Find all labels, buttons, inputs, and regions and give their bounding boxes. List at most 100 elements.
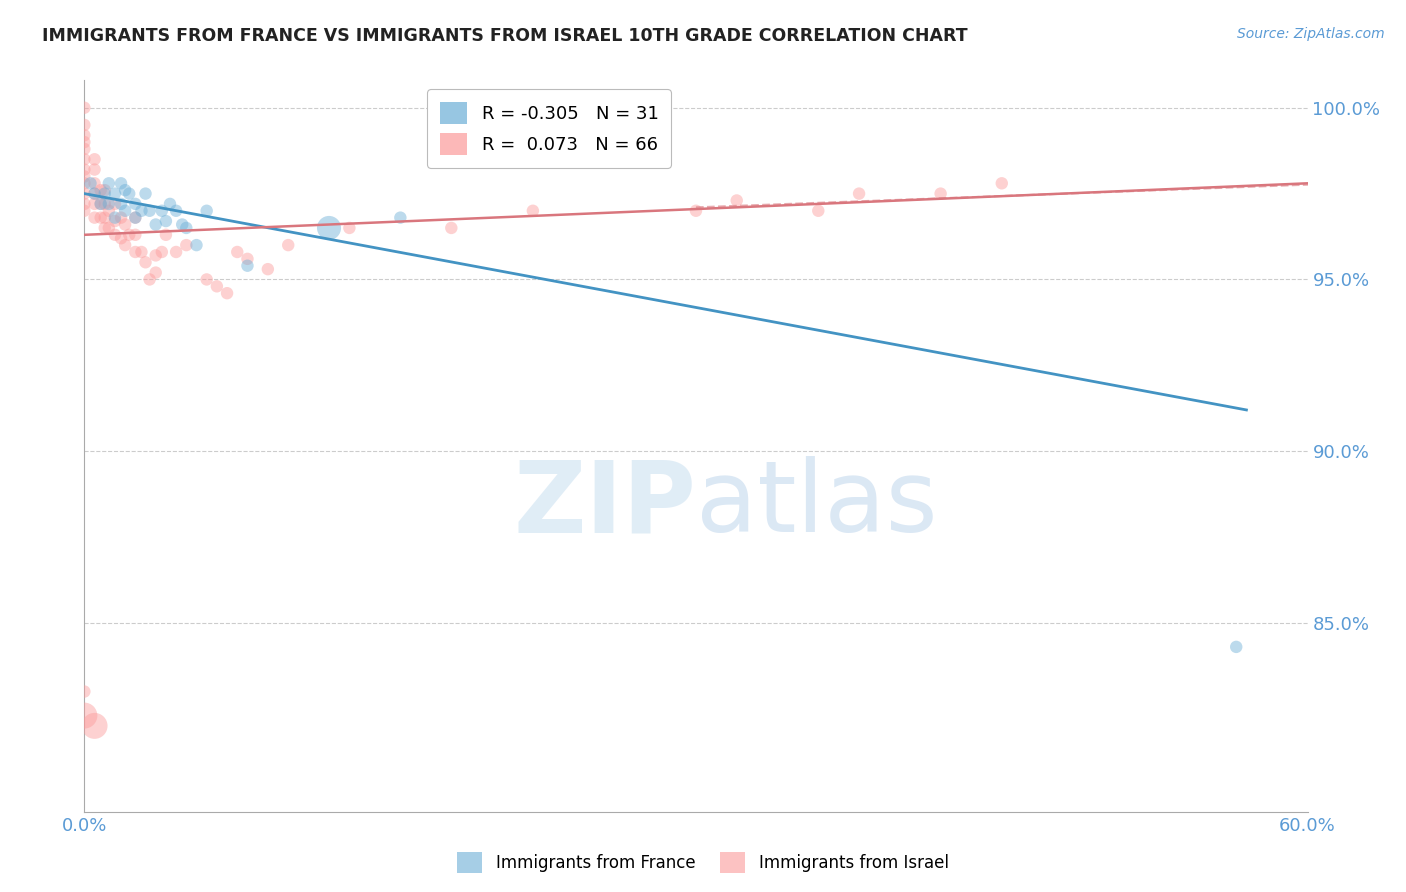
Point bbox=[83, 162, 105, 177]
Point bbox=[725, 194, 748, 208]
Point bbox=[83, 719, 105, 733]
Point bbox=[73, 169, 96, 184]
Text: atlas: atlas bbox=[696, 456, 938, 553]
Text: IMMIGRANTS FROM FRANCE VS IMMIGRANTS FROM ISRAEL 10TH GRADE CORRELATION CHART: IMMIGRANTS FROM FRANCE VS IMMIGRANTS FRO… bbox=[42, 27, 967, 45]
Point bbox=[145, 266, 167, 280]
Point bbox=[150, 244, 173, 259]
Point bbox=[217, 286, 239, 301]
Point bbox=[73, 162, 96, 177]
Point bbox=[124, 211, 146, 225]
Point bbox=[83, 153, 105, 167]
Point bbox=[73, 684, 96, 698]
Point bbox=[73, 128, 96, 143]
Point bbox=[150, 203, 173, 218]
Point bbox=[110, 176, 132, 190]
Point bbox=[277, 238, 299, 252]
Point bbox=[73, 708, 96, 723]
Point bbox=[73, 135, 96, 149]
Point bbox=[929, 186, 952, 201]
Point bbox=[138, 203, 160, 218]
Text: ZIP: ZIP bbox=[513, 456, 696, 553]
Point bbox=[97, 203, 120, 218]
Point bbox=[104, 211, 127, 225]
Point bbox=[83, 186, 105, 201]
Point bbox=[131, 244, 153, 259]
Point bbox=[104, 227, 127, 242]
Point bbox=[104, 214, 127, 228]
Point bbox=[93, 221, 115, 235]
Point bbox=[135, 186, 157, 201]
Point bbox=[236, 259, 259, 273]
Point bbox=[73, 203, 96, 218]
Point bbox=[124, 197, 146, 211]
Point bbox=[114, 183, 136, 197]
Legend: Immigrants from France, Immigrants from Israel: Immigrants from France, Immigrants from … bbox=[451, 846, 955, 880]
Point bbox=[83, 176, 105, 190]
Point bbox=[114, 203, 136, 218]
Point bbox=[145, 248, 167, 262]
Point bbox=[110, 211, 132, 225]
Point bbox=[124, 211, 146, 225]
Point bbox=[172, 218, 194, 232]
Point bbox=[83, 197, 105, 211]
Point bbox=[174, 238, 197, 252]
Point bbox=[226, 244, 249, 259]
Point bbox=[195, 272, 218, 286]
Point bbox=[73, 101, 96, 115]
Point bbox=[389, 211, 412, 225]
Point bbox=[440, 221, 463, 235]
Point bbox=[145, 218, 167, 232]
Point bbox=[110, 197, 132, 211]
Point bbox=[114, 218, 136, 232]
Point bbox=[73, 153, 96, 167]
Point bbox=[73, 186, 96, 201]
Point bbox=[174, 221, 197, 235]
Point bbox=[155, 214, 177, 228]
Point bbox=[104, 197, 127, 211]
Point bbox=[124, 227, 146, 242]
Legend: R = -0.305   N = 31, R =  0.073   N = 66: R = -0.305 N = 31, R = 0.073 N = 66 bbox=[427, 89, 671, 168]
Point bbox=[90, 197, 112, 211]
Point bbox=[318, 221, 340, 235]
Point bbox=[236, 252, 259, 266]
Point bbox=[97, 176, 120, 190]
Point bbox=[93, 186, 115, 201]
Point bbox=[118, 186, 141, 201]
Point bbox=[73, 197, 96, 211]
Point bbox=[97, 197, 120, 211]
Point bbox=[90, 183, 112, 197]
Point bbox=[83, 186, 105, 201]
Point bbox=[93, 183, 115, 197]
Point bbox=[135, 255, 157, 269]
Point bbox=[90, 197, 112, 211]
Point bbox=[93, 211, 115, 225]
Point bbox=[97, 221, 120, 235]
Point bbox=[848, 186, 870, 201]
Point bbox=[257, 262, 280, 277]
Point bbox=[114, 238, 136, 252]
Point bbox=[165, 203, 187, 218]
Point bbox=[685, 203, 707, 218]
Point bbox=[124, 244, 146, 259]
Point bbox=[138, 272, 160, 286]
Text: Source: ZipAtlas.com: Source: ZipAtlas.com bbox=[1237, 27, 1385, 41]
Point bbox=[131, 203, 153, 218]
Point bbox=[83, 211, 105, 225]
Point bbox=[991, 176, 1014, 190]
Point bbox=[165, 244, 187, 259]
Point bbox=[73, 118, 96, 132]
Point bbox=[159, 197, 181, 211]
Point bbox=[73, 142, 96, 156]
Point bbox=[186, 238, 208, 252]
Point bbox=[118, 227, 141, 242]
Point bbox=[90, 211, 112, 225]
Point bbox=[155, 227, 177, 242]
Point bbox=[73, 176, 96, 190]
Point bbox=[195, 203, 218, 218]
Point bbox=[104, 186, 127, 201]
Point bbox=[79, 176, 101, 190]
Point bbox=[1225, 640, 1247, 654]
Point bbox=[110, 231, 132, 245]
Point bbox=[807, 203, 830, 218]
Point bbox=[93, 197, 115, 211]
